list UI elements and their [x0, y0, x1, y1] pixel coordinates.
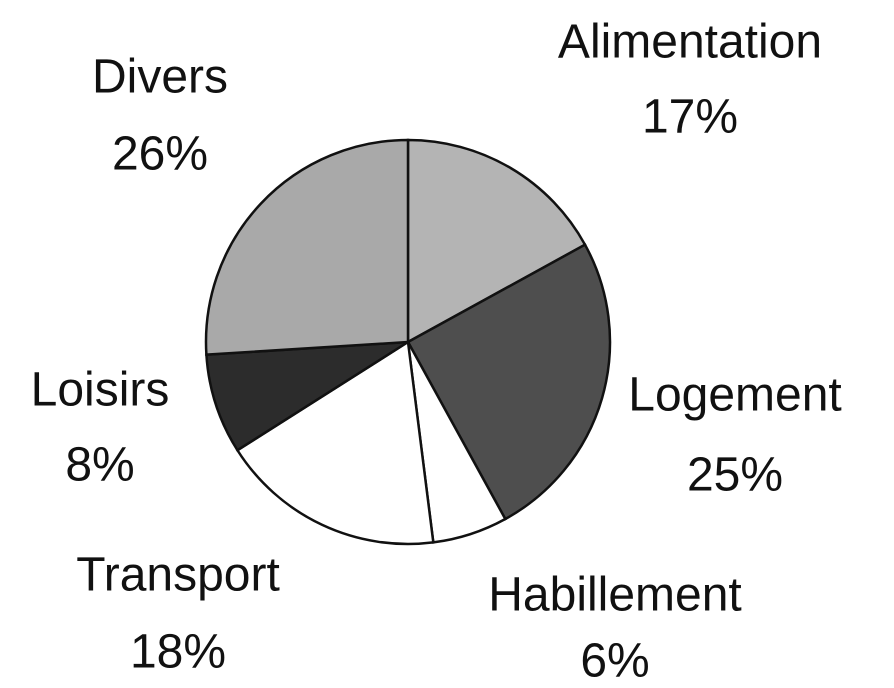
- slice-label: Habillement: [488, 569, 741, 622]
- slice-label: Loisirs: [31, 364, 170, 417]
- slice-label: Divers: [92, 51, 228, 104]
- slice-value-label: 18%: [130, 626, 226, 679]
- pie-slice: [204, 138, 410, 357]
- slice-value-label: 25%: [687, 449, 783, 502]
- pie-slice: [406, 138, 587, 345]
- pie-slice: [205, 340, 409, 452]
- slice-value-label: 6%: [580, 635, 649, 688]
- slice-label: Logement: [628, 369, 842, 422]
- slice-value-label: 17%: [642, 91, 738, 144]
- pie-slice: [406, 242, 612, 521]
- slice-label: Alimentation: [558, 16, 822, 69]
- pie-slice: [235, 339, 435, 546]
- slice-value-label: 26%: [112, 128, 208, 181]
- slice-label: Transport: [76, 549, 280, 602]
- slice-value-label: 8%: [65, 439, 134, 492]
